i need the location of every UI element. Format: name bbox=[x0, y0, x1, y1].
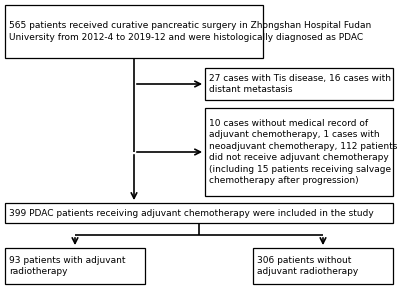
Text: 306 patients without
adjuvant radiotherapy: 306 patients without adjuvant radiothera… bbox=[257, 256, 358, 276]
Bar bbox=[5, 203, 393, 223]
Bar bbox=[205, 68, 393, 100]
Text: 399 PDAC patients receiving adjuvant chemotherapy were included in the study: 399 PDAC patients receiving adjuvant che… bbox=[9, 208, 374, 218]
Bar bbox=[253, 248, 393, 284]
Text: 565 patients received curative pancreatic surgery in Zhongshan Hospital Fudan
Un: 565 patients received curative pancreati… bbox=[9, 21, 371, 42]
Bar bbox=[5, 5, 263, 58]
Bar bbox=[205, 108, 393, 196]
Text: 93 patients with adjuvant
radiotherapy: 93 patients with adjuvant radiotherapy bbox=[9, 256, 126, 276]
Bar bbox=[5, 248, 145, 284]
Text: 10 cases without medical record of
adjuvant chemotherapy, 1 cases with
neoadjuva: 10 cases without medical record of adjuv… bbox=[209, 119, 397, 185]
Text: 27 cases with Tis disease, 16 cases with
distant metastasis: 27 cases with Tis disease, 16 cases with… bbox=[209, 74, 391, 94]
